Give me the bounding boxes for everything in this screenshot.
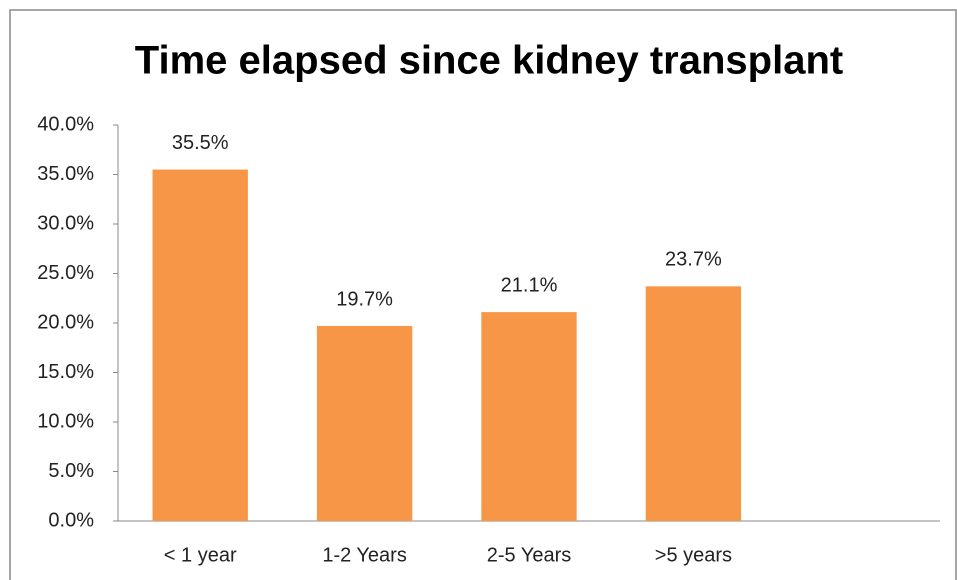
y-tick-label: 5.0% bbox=[48, 460, 94, 482]
x-tick-label: 2-5 Years bbox=[487, 544, 572, 566]
data-label: 19.7% bbox=[336, 288, 393, 310]
bar bbox=[316, 325, 413, 521]
data-label: 21.1% bbox=[501, 274, 558, 296]
data-label: 35.5% bbox=[172, 132, 229, 154]
x-tick-label: >5 years bbox=[655, 544, 732, 566]
bar bbox=[645, 286, 742, 521]
y-tick-label: 10.0% bbox=[37, 410, 94, 432]
bar bbox=[152, 169, 248, 522]
y-tick-label: 0.0% bbox=[48, 509, 94, 531]
y-tick-label: 25.0% bbox=[37, 262, 94, 284]
y-tick-label: 15.0% bbox=[37, 361, 94, 383]
y-tick-label: 30.0% bbox=[37, 212, 94, 234]
x-tick-label: 1-2 Years bbox=[322, 544, 407, 566]
chart-title: Time elapsed since kidney transplant bbox=[135, 39, 843, 83]
y-tick-label: 40.0% bbox=[37, 113, 94, 135]
bar bbox=[481, 312, 577, 521]
data-label: 23.7% bbox=[665, 249, 722, 271]
y-tick-label: 35.0% bbox=[37, 163, 94, 185]
y-tick-label: 20.0% bbox=[37, 311, 94, 333]
x-tick-label: < 1 year bbox=[164, 544, 237, 566]
